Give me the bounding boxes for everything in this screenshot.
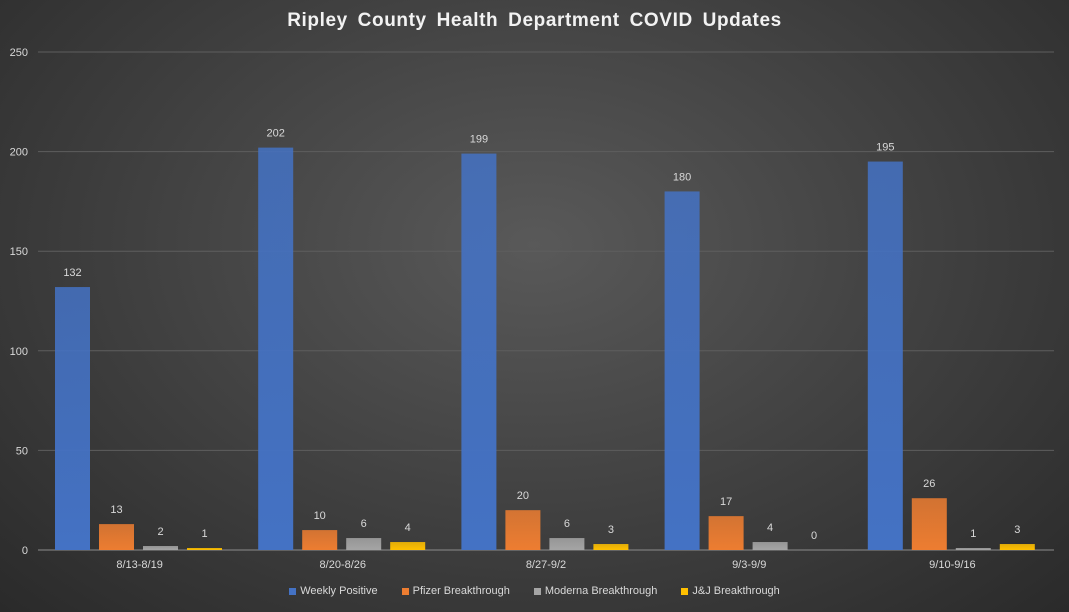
bar [302, 530, 338, 550]
legend-swatch [681, 587, 689, 595]
y-axis-ticks: 0 50 100 150 200 250 [10, 47, 28, 557]
bar [593, 544, 629, 550]
x-tick-label: 8/20-8/26 [320, 559, 366, 571]
y-tick-label: 200 [10, 147, 28, 159]
data-label: 199 [470, 134, 488, 146]
legend-item: Weekly Positive [289, 585, 378, 597]
bars [55, 147, 1035, 551]
legend-label: Moderna Breakthrough [544, 585, 658, 597]
data-label: 26 [923, 478, 935, 490]
bar [867, 161, 903, 550]
data-label: 17 [720, 496, 732, 508]
legend-swatch [401, 587, 409, 595]
y-tick-label: 50 [16, 445, 28, 457]
data-label: 3 [608, 524, 614, 536]
legend-label: Pfizer Breakthrough [412, 585, 510, 597]
x-tick-label: 8/27-9/2 [526, 559, 566, 571]
data-label: 195 [876, 142, 894, 154]
data-label: 180 [673, 171, 691, 183]
bar [505, 510, 541, 550]
data-label: 132 [63, 267, 81, 279]
x-axis-ticks: 8/13-8/19 8/20-8/26 8/27-9/2 9/3-9/9 9/10-9/… [116, 559, 975, 571]
data-label: 1 [970, 528, 976, 540]
y-tick-label: 250 [10, 47, 28, 59]
data-label: 4 [767, 522, 773, 534]
legend-label: Weekly Positive [300, 585, 378, 597]
bar [187, 548, 222, 550]
data-label: 10 [314, 510, 326, 522]
data-label: 3 [1014, 524, 1020, 536]
data-label: 20 [517, 490, 529, 502]
legend-swatch [533, 587, 541, 595]
bar [143, 546, 178, 550]
x-tick-label: 8/13-8/19 [116, 559, 162, 571]
bar [346, 538, 382, 550]
bar [911, 498, 947, 550]
legend-item: Pfizer Breakthrough [401, 585, 510, 597]
bar [549, 538, 585, 550]
data-label: 2 [157, 526, 163, 538]
legend-swatch [289, 587, 297, 595]
bar [955, 548, 991, 550]
bar [664, 191, 700, 550]
data-label: 6 [361, 518, 367, 530]
bar [752, 542, 788, 550]
bar [999, 544, 1035, 550]
bar [99, 524, 134, 550]
data-label: 6 [564, 518, 570, 530]
data-label: 0 [811, 530, 817, 542]
bar [390, 542, 426, 550]
y-tick-label: 100 [10, 346, 28, 358]
legend-item: Moderna Breakthrough [533, 585, 658, 597]
bar [708, 516, 744, 550]
y-tick-label: 150 [10, 246, 28, 258]
x-tick-label: 9/3-9/9 [732, 559, 766, 571]
legend-label: J&J Breakthrough [692, 585, 780, 597]
bar [55, 287, 90, 550]
chart-title: Ripley County Health Department COVID Up… [287, 10, 782, 31]
data-label: 13 [110, 504, 122, 516]
chart-legend: Weekly Positive Pfizer Breakthrough Modern… [0, 585, 1069, 597]
data-label: 202 [267, 128, 285, 140]
bar [258, 147, 294, 550]
bar [461, 153, 497, 551]
x-tick-label: 9/10-9/16 [929, 559, 975, 571]
data-label: 1 [201, 528, 207, 540]
y-tick-label: 0 [22, 545, 28, 557]
legend-item: J&J Breakthrough [681, 585, 780, 597]
data-label: 4 [405, 522, 411, 534]
